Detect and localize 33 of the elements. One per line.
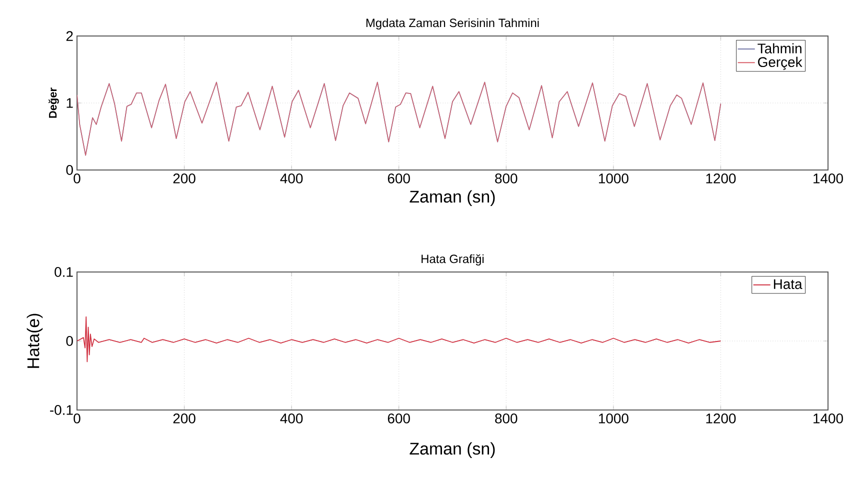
x-tick-label: 0 bbox=[74, 414, 80, 424]
x-tick-label: 1400 bbox=[814, 414, 843, 424]
x-axis-title: Zaman (sn) bbox=[410, 442, 495, 458]
x-tick-label: 1200 bbox=[706, 174, 736, 184]
y-tick-label: -0.1 bbox=[50, 405, 73, 415]
x-tick-label: 200 bbox=[173, 174, 196, 184]
legend-label: Tahmin bbox=[758, 43, 802, 54]
y-tick-label: 2 bbox=[66, 31, 73, 41]
y-tick-label: 1 bbox=[66, 98, 73, 108]
legend-label: Hata bbox=[774, 279, 802, 290]
y-axis-title: Hata(e) bbox=[26, 314, 43, 368]
chart-title: Hata Grafiği bbox=[422, 254, 484, 266]
y-axis-title: Değer bbox=[48, 88, 59, 118]
x-tick-label: 800 bbox=[495, 414, 518, 424]
x-tick-label: 1200 bbox=[706, 414, 736, 424]
legend-label: Gerçek bbox=[758, 56, 802, 70]
x-tick-label: 600 bbox=[388, 414, 410, 424]
x-tick-label: 1000 bbox=[598, 414, 628, 424]
x-tick-label: 800 bbox=[495, 174, 518, 184]
x-tick-label: 400 bbox=[280, 174, 303, 184]
y-tick-label: 0.1 bbox=[54, 267, 73, 277]
x-tick-label: 1400 bbox=[814, 174, 843, 184]
line-series bbox=[77, 82, 722, 156]
x-tick-label: 1000 bbox=[598, 174, 628, 184]
x-tick-label: 0 bbox=[74, 174, 80, 184]
x-tick-label: 400 bbox=[280, 414, 303, 424]
x-axis-title: Zaman (sn) bbox=[410, 190, 495, 206]
line-series bbox=[77, 316, 722, 362]
y-tick-label: 0 bbox=[66, 165, 73, 175]
x-tick-label: 600 bbox=[388, 174, 410, 184]
x-tick-label: 200 bbox=[173, 414, 196, 424]
chart-title: Mgdata Zaman Serisinin Tahmini bbox=[366, 18, 539, 30]
y-tick-label: 0 bbox=[66, 336, 73, 346]
